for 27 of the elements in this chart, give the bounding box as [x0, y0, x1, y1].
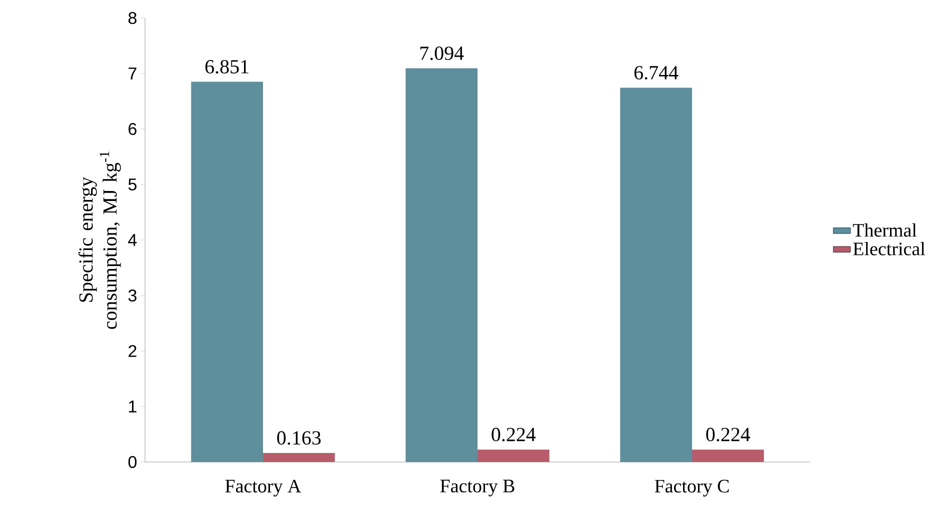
bar [191, 82, 263, 462]
bar [478, 450, 550, 462]
y-tick-label: 8 [128, 12, 136, 24]
legend-label: Electrical [853, 242, 926, 256]
data-label: 6.744 [634, 66, 678, 80]
y-tick-label: 2 [128, 345, 136, 357]
data-label: 0.163 [277, 431, 321, 445]
data-label: 0.224 [706, 428, 750, 442]
y-tick-label: 7 [128, 68, 136, 80]
bar [620, 88, 692, 462]
data-label: 0.224 [492, 428, 536, 442]
y-axis-title: Specific energy consumption, MJ kg$^{-1}$ [78, 152, 121, 329]
data-label: 6.851 [205, 60, 248, 74]
y-tick-label: 6 [128, 122, 136, 136]
x-tick-label: Factory A [225, 480, 302, 496]
y-tick-label: 0 [128, 456, 137, 468]
data-label: 7.094 [420, 46, 464, 60]
y-tick-label: 3 [128, 289, 136, 302]
y-tick-label: 4 [128, 234, 137, 246]
bar [692, 450, 764, 462]
legend-label: Thermal [852, 223, 917, 237]
x-tick-label: Factory C [654, 480, 729, 496]
bar [406, 68, 478, 462]
y-tick-label: 1 [129, 400, 136, 412]
x-tick-label: Factory B [440, 480, 514, 496]
y-tick-label: 5 [128, 178, 136, 190]
bar [262, 452, 335, 462]
